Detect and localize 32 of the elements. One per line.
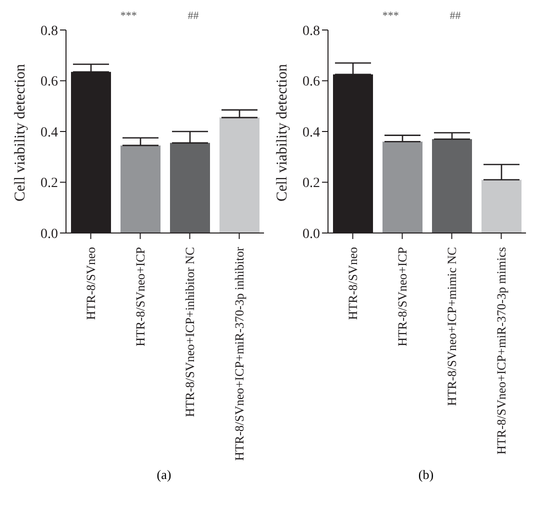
text: *** xyxy=(120,10,137,22)
y-axis-title: Cell viability detection xyxy=(12,64,28,202)
x-tick-label: HTR-8/SVneo xyxy=(346,247,360,320)
text: (b) xyxy=(417,467,435,483)
x-tick-label: HTR-8/SVneo+ICP+miR-370-3p mimics xyxy=(494,246,508,455)
bar xyxy=(220,118,260,233)
y-tick-label: 0.4 xyxy=(40,125,58,140)
y-tick-label: 0.2 xyxy=(40,176,58,192)
y-tick-label: 0.2 xyxy=(302,176,320,192)
text: ## xyxy=(188,10,199,22)
x-tick-label: HTR-8/SVneo+ICP+mimic NC xyxy=(444,247,459,406)
bar xyxy=(482,180,522,233)
y-tick-label: 0.4 xyxy=(302,125,320,140)
text: *** xyxy=(382,10,399,22)
bar xyxy=(120,145,160,233)
y-axis-title: Cell viability detection xyxy=(274,64,290,202)
x-tick-label: HTR-8/SVneo+ICP xyxy=(395,246,410,346)
bar xyxy=(432,139,472,233)
y-tick-label: 0.6 xyxy=(40,74,58,90)
text: ## xyxy=(450,10,461,22)
x-tick-label: HTR-8/SVneo+ICP+inhibitor NC xyxy=(182,247,197,418)
y-tick-label: 0.8 xyxy=(302,24,320,39)
y-tick-label: 0.0 xyxy=(40,226,58,242)
y-tick-label: 0.0 xyxy=(302,226,320,242)
x-tick-label: HTR-8/SVneo+ICP xyxy=(133,246,148,346)
x-tick-label: HTR-8/SVneo xyxy=(84,247,98,320)
bar xyxy=(170,142,210,233)
bar xyxy=(382,142,422,233)
y-tick-label: 0.6 xyxy=(302,74,320,90)
y-tick-label: 0.8 xyxy=(40,24,58,39)
x-tick-label: HTR-8/SVneo+ICP+miR-370-3p inhibitor xyxy=(232,246,246,461)
text: (a) xyxy=(156,467,172,483)
